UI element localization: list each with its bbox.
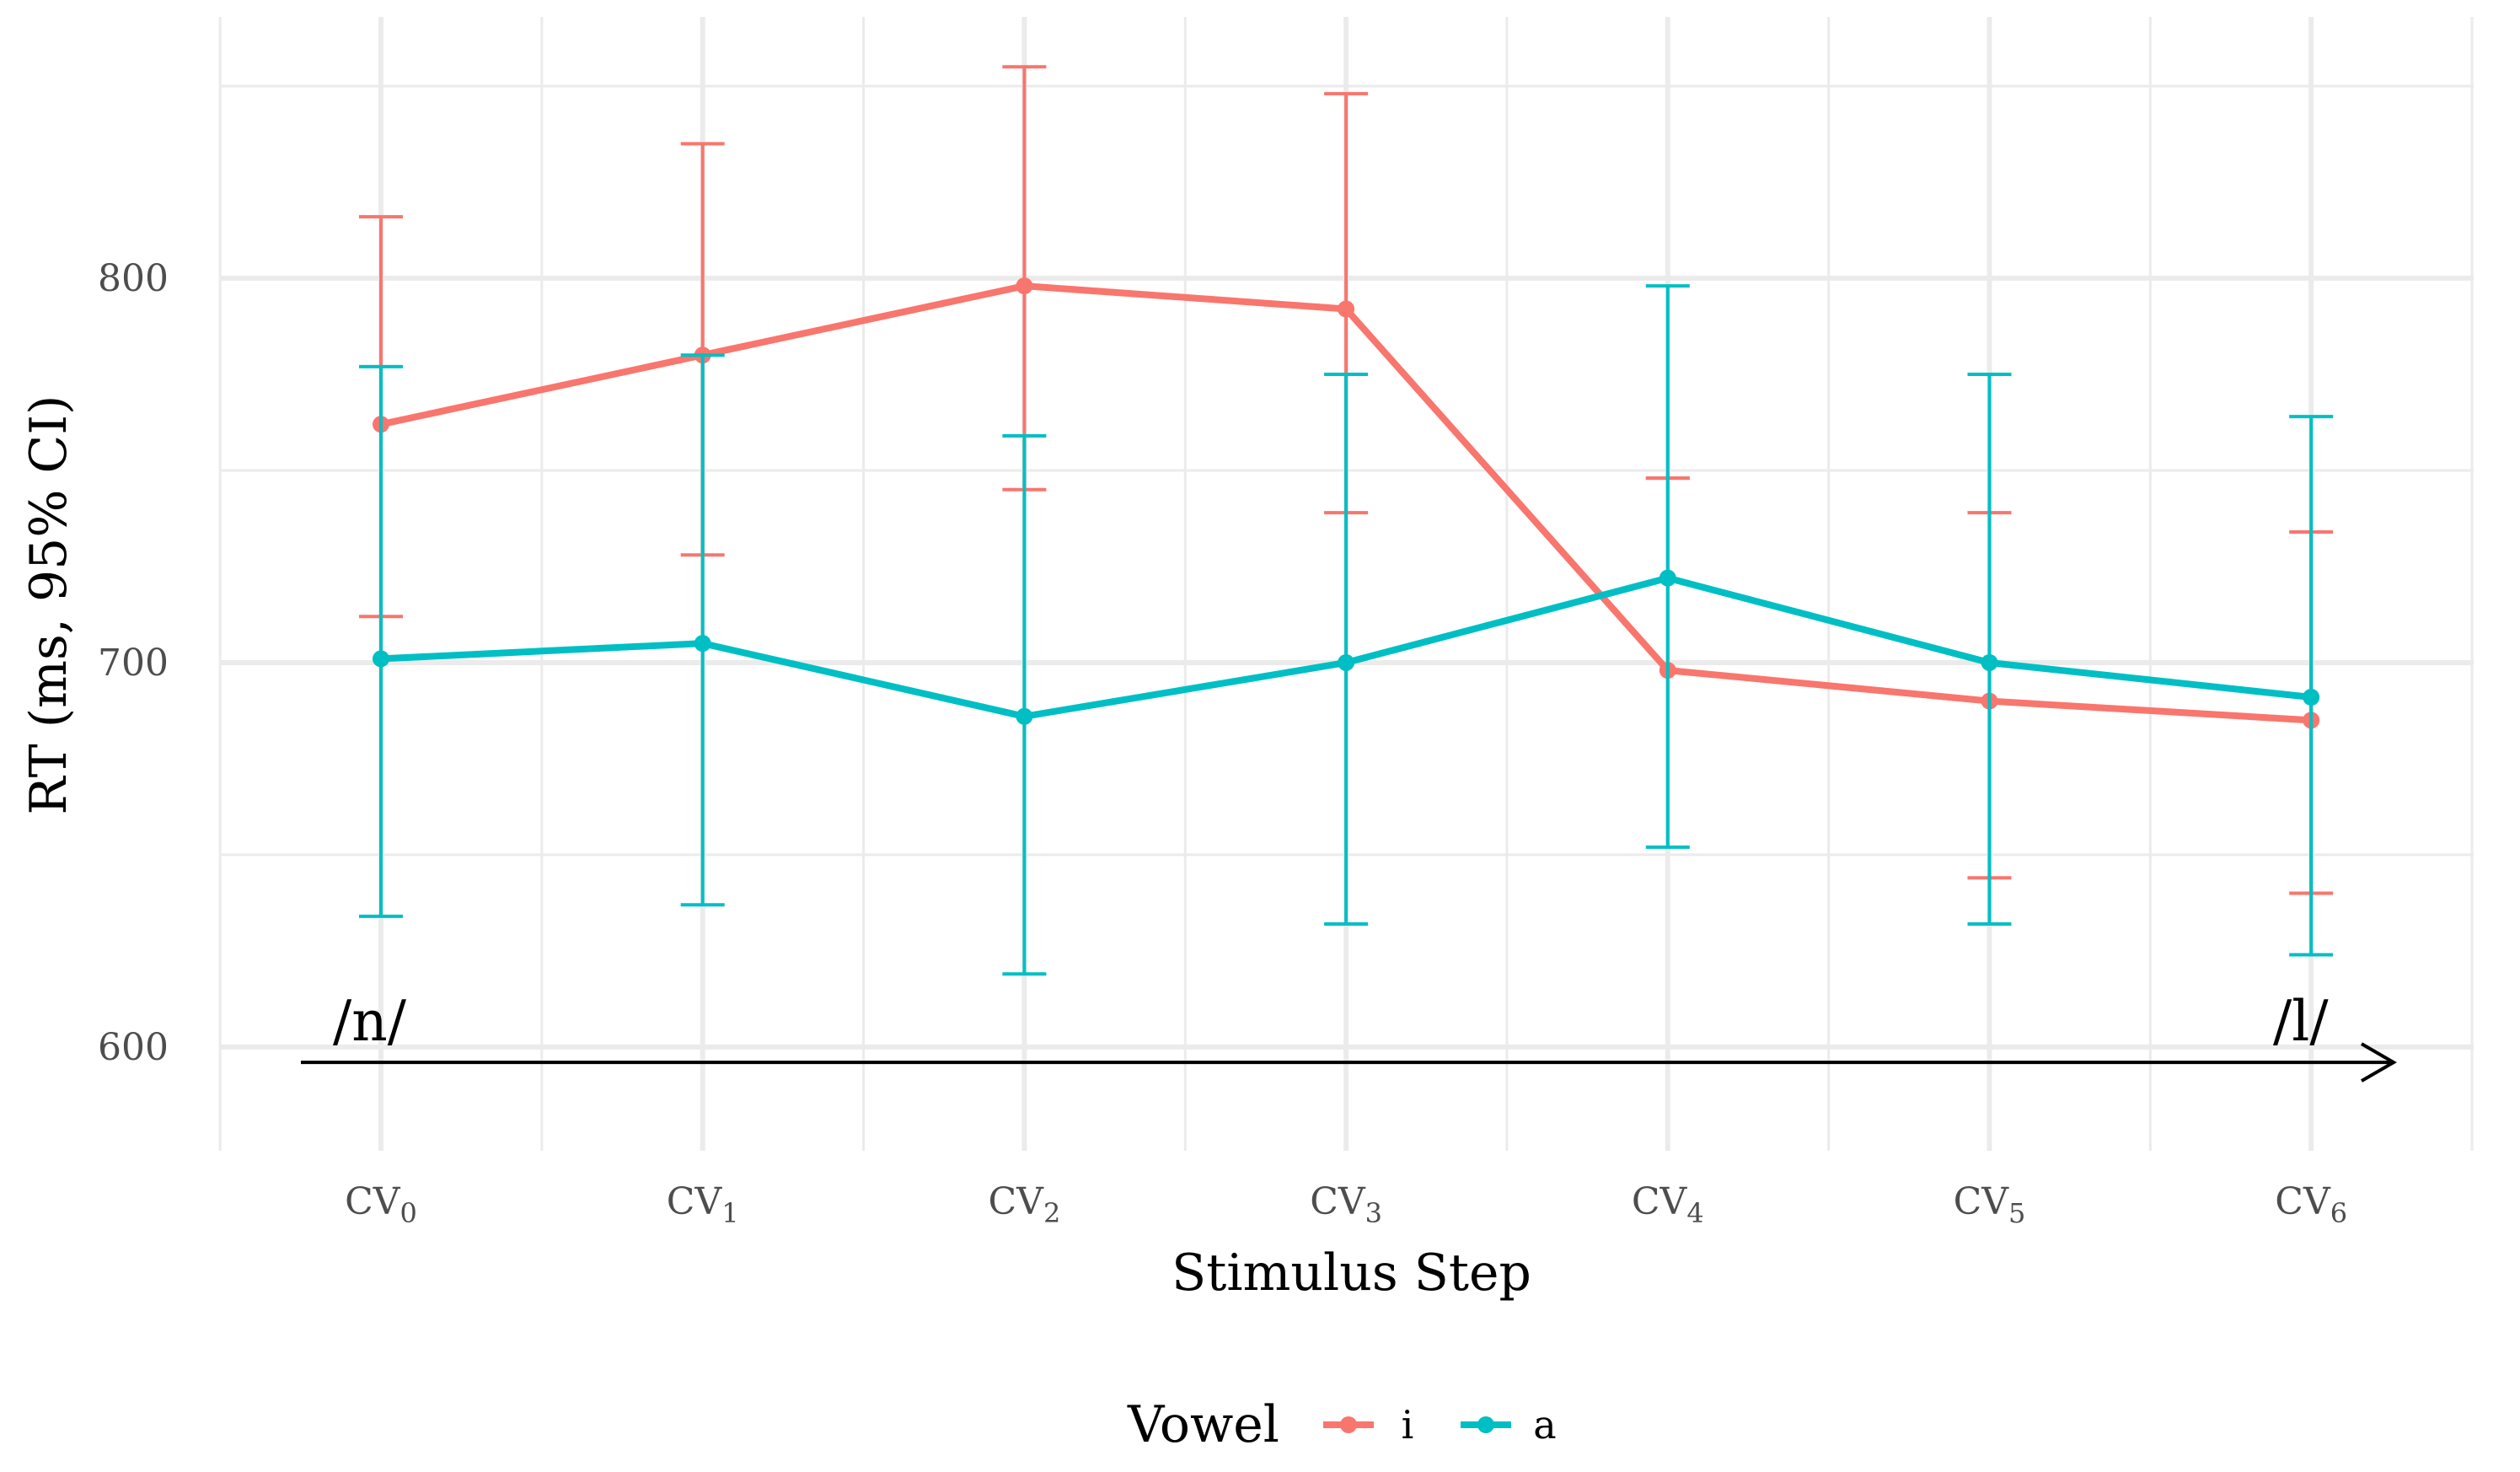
data-point [1016, 277, 1033, 295]
y-tick-label: 800 [98, 257, 169, 300]
legend: Vowel i a [1127, 1395, 1557, 1454]
x-tick-label: CV6 [2275, 1180, 2347, 1229]
x-tick-label: CV5 [1954, 1180, 2026, 1229]
x-tick-label: CV2 [988, 1180, 1060, 1229]
data-point [1016, 707, 1033, 725]
legend-label: a [1533, 1402, 1556, 1448]
y-tick-label: 700 [98, 642, 169, 685]
data-point [1659, 569, 1676, 587]
arrow-end-label: /l/ [2273, 989, 2329, 1054]
series-a [359, 284, 2334, 976]
legend-key-point [1340, 1416, 1357, 1433]
legend-label: i [1402, 1402, 1414, 1448]
x-tick-label: CV4 [1632, 1180, 1704, 1229]
x-tick-label: CV1 [667, 1180, 739, 1229]
legend-key-point [1477, 1416, 1494, 1433]
series-layer [359, 65, 2334, 976]
y-axis-title: RT (ms, 95% CI) [19, 395, 78, 815]
data-point [1338, 653, 1355, 671]
legend-item-a: a [1461, 1402, 1557, 1448]
arrow-head [2360, 1042, 2397, 1083]
y-tick-label: 600 [98, 1026, 169, 1069]
arrow-start-label: /n/ [333, 989, 407, 1054]
data-point [694, 635, 711, 653]
legend-title: Vowel [1127, 1395, 1279, 1454]
legend-item-i: i [1323, 1402, 1413, 1448]
data-point [1981, 653, 1998, 671]
x-tick-label: CV0 [345, 1180, 417, 1229]
axes: 600 700 800 CV0 CV1 CV2 CV3 CV4 CV5 CV6 Stimulus S… [19, 257, 2347, 1303]
x-tick-label: CV3 [1310, 1180, 1382, 1229]
data-point [2303, 689, 2320, 706]
continuum-arrow: /n/ /l/ [301, 989, 2397, 1083]
data-point [373, 650, 389, 668]
data-point [1338, 300, 1355, 318]
x-axis-title: Stimulus Step [1172, 1244, 1531, 1303]
